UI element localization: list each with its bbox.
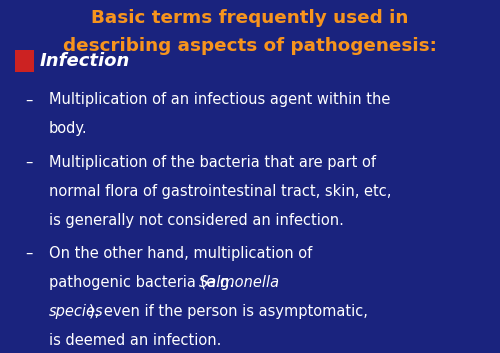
Text: is deemed an infection.: is deemed an infection. (49, 333, 222, 348)
Text: –: – (25, 246, 32, 261)
Text: pathogenic bacteria (e.g.: pathogenic bacteria (e.g. (49, 275, 238, 290)
Text: Multiplication of the bacteria that are part of: Multiplication of the bacteria that are … (49, 155, 376, 170)
Text: On the other hand, multiplication of: On the other hand, multiplication of (49, 246, 312, 261)
Text: is generally not considered an infection.: is generally not considered an infection… (49, 213, 344, 228)
Text: –: – (25, 155, 32, 170)
Text: Multiplication of an infectious agent within the: Multiplication of an infectious agent wi… (49, 92, 390, 107)
Bar (15, 50, 34, 72)
Text: body.: body. (49, 121, 88, 136)
Text: Basic terms frequently used in: Basic terms frequently used in (92, 9, 408, 27)
Text: –: – (25, 92, 32, 107)
Text: normal flora of gastrointestinal tract, skin, etc,: normal flora of gastrointestinal tract, … (49, 184, 392, 199)
Text: describing aspects of pathogenesis:: describing aspects of pathogenesis: (63, 37, 437, 55)
Text: Salmonella: Salmonella (198, 275, 280, 290)
Text: species: species (49, 304, 104, 319)
Text: ), even if the person is asymptomatic,: ), even if the person is asymptomatic, (89, 304, 368, 319)
Text: Infection: Infection (40, 53, 130, 70)
